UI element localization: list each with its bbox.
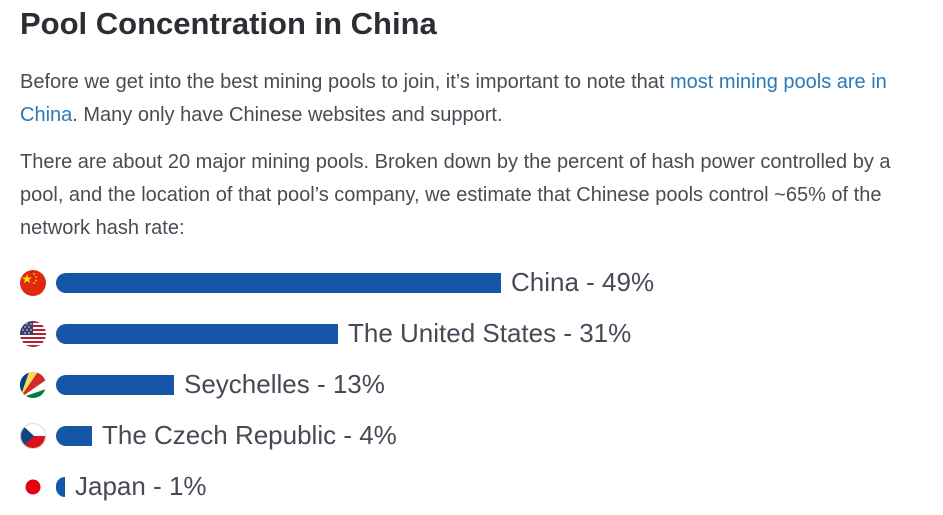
bar-row-japan: Japan - 1%	[20, 461, 935, 512]
bar-row-seychelles: Seychelles - 13%	[20, 359, 935, 410]
bar-seychelles	[56, 374, 174, 395]
seychelles-flag-icon	[20, 371, 46, 398]
bar-label-seychelles: Seychelles - 13%	[184, 369, 385, 399]
bar-label-japan: Japan - 1%	[75, 471, 207, 501]
czech-flag-icon	[20, 422, 46, 449]
bar-label-china: China - 49%	[511, 267, 655, 297]
bar-united-states	[56, 323, 338, 344]
section-heading: Pool Concentration in China	[20, 6, 437, 41]
bar-china	[56, 272, 501, 293]
bar-row-united-states: The United States - 31%	[20, 308, 935, 359]
china-flag-icon	[20, 269, 46, 296]
bar-japan	[56, 476, 65, 497]
hashrate-bar-chart: China - 49%	[20, 257, 935, 512]
intro-paragraph: Before we get into the best mining pools…	[20, 66, 935, 132]
bar-label-czech-republic: The Czech Republic - 4%	[102, 420, 397, 450]
intro-text-after: . Many only have Chinese websites and su…	[72, 104, 503, 126]
bar-label-united-states: The United States - 31%	[348, 318, 632, 348]
bar-row-czech-republic: The Czech Republic - 4%	[20, 410, 935, 461]
usa-flag-icon	[20, 320, 46, 347]
japan-flag-icon	[20, 473, 46, 500]
hashrate-paragraph: There are about 20 major mining pools. B…	[20, 151, 891, 239]
article-section: Pool Concentration in China Before we ge…	[0, 4, 935, 512]
bar-row-china: China - 49%	[20, 257, 935, 308]
bar-czech-republic	[56, 425, 92, 446]
intro-text-before: Before we get into the best mining pools…	[20, 71, 671, 93]
china-pools-link[interactable]: most mining pools are in China	[20, 71, 887, 126]
